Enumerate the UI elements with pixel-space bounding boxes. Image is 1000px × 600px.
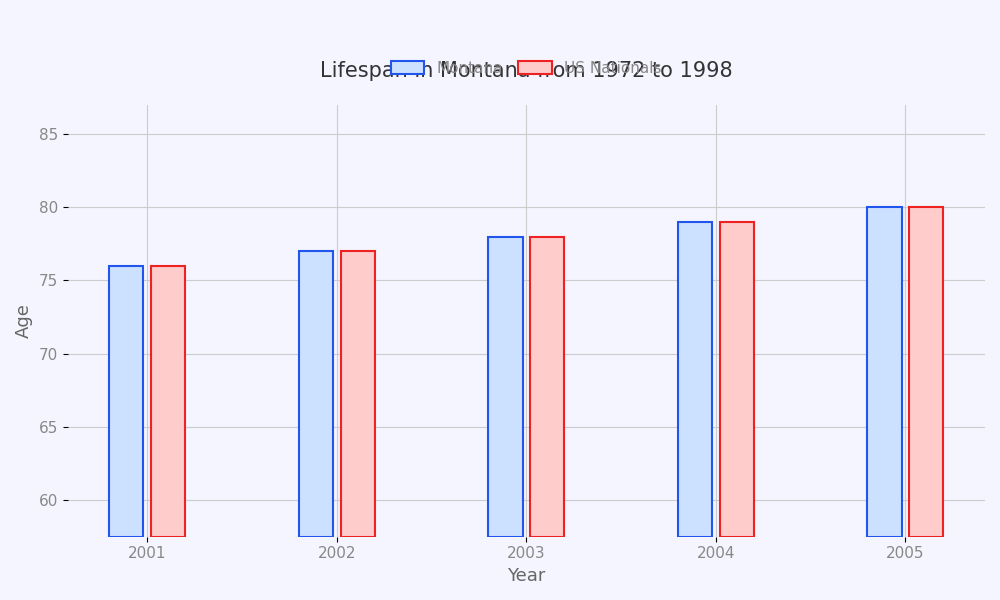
Legend: Montana, US Nationals: Montana, US Nationals bbox=[391, 61, 662, 76]
Bar bbox=[341, 251, 375, 537]
Bar bbox=[909, 207, 943, 537]
Bar bbox=[720, 222, 754, 537]
Bar bbox=[530, 236, 564, 537]
Y-axis label: Age: Age bbox=[15, 304, 33, 338]
Bar bbox=[867, 207, 902, 537]
Bar bbox=[678, 222, 712, 537]
Bar bbox=[109, 266, 143, 537]
X-axis label: Year: Year bbox=[507, 567, 546, 585]
Title: Lifespan in Montana from 1972 to 1998: Lifespan in Montana from 1972 to 1998 bbox=[320, 61, 733, 81]
Bar bbox=[299, 251, 333, 537]
Bar bbox=[488, 236, 523, 537]
Bar bbox=[151, 266, 185, 537]
